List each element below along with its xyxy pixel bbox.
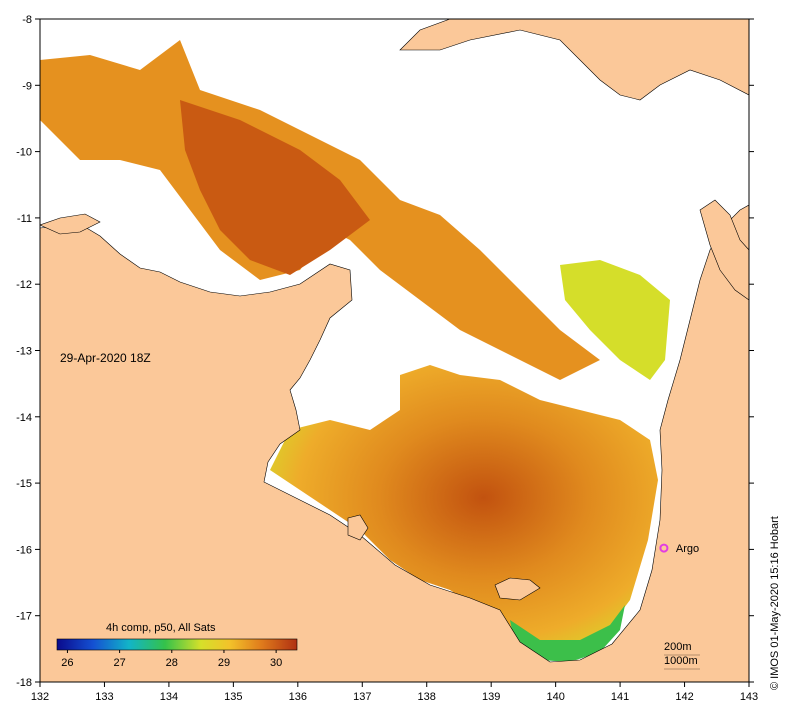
colorbar-ticks: 26 27 28 29 30 bbox=[61, 650, 282, 669]
x-tick-label: 143 bbox=[740, 691, 758, 703]
colorbar-tick-label: 30 bbox=[270, 657, 282, 669]
depth-1000-label: 1000m bbox=[664, 655, 698, 667]
x-tick-label: 135 bbox=[224, 691, 242, 703]
x-tick-label: 141 bbox=[611, 691, 629, 703]
argo-icon[interactable] bbox=[659, 543, 669, 553]
colorbar-tick-label: 29 bbox=[218, 657, 230, 669]
colorbar-tick-label: 27 bbox=[113, 657, 125, 669]
colorbar-tick-label: 28 bbox=[166, 657, 178, 669]
colorbar-gradient bbox=[56, 638, 298, 651]
y-tick-label: -18 bbox=[16, 677, 32, 689]
date-label: 29-Apr-2020 18Z bbox=[60, 351, 151, 365]
plot-area bbox=[40, 19, 749, 682]
y-tick-label: -17 bbox=[16, 611, 32, 623]
y-tick-label: -10 bbox=[16, 147, 32, 159]
x-tick-label: 139 bbox=[482, 691, 500, 703]
x-tick-label: 136 bbox=[289, 691, 307, 703]
y-axis: -8 -9 -10 -11 -12 -13 -14 -15 -16 -17 -18 bbox=[16, 14, 754, 689]
colorbar-tick-label: 26 bbox=[61, 657, 73, 669]
depth-200-label: 200m bbox=[664, 641, 692, 653]
land-arnhem bbox=[40, 204, 749, 682]
y-tick-label: -8 bbox=[22, 14, 32, 26]
sst-east-arafura bbox=[560, 260, 670, 380]
land-melville-island bbox=[40, 213, 101, 235]
land-mornington-island bbox=[494, 577, 541, 601]
x-tick-label: 132 bbox=[31, 691, 49, 703]
x-tick-label: 137 bbox=[353, 691, 371, 703]
x-axis: 132 133 134 135 136 137 138 139 140 141 142 143 bbox=[31, 682, 758, 703]
sst-gulf bbox=[270, 365, 658, 660]
y-tick-label: -14 bbox=[16, 412, 32, 424]
credit-label: © IMOS 01-May-2020 15:16 Hobart bbox=[769, 516, 781, 690]
x-tick-label: 134 bbox=[160, 691, 178, 703]
sst-gulf-green-fringe bbox=[510, 605, 625, 662]
argo-marker[interactable]: Argo bbox=[659, 543, 699, 555]
x-tick-label: 140 bbox=[546, 691, 564, 703]
y-tick-label: -11 bbox=[17, 213, 32, 225]
land-cape-york bbox=[699, 199, 749, 301]
x-tick-label: 142 bbox=[675, 691, 693, 703]
sst-arafura-hot bbox=[180, 100, 370, 275]
land-groote-eylandt bbox=[347, 514, 369, 541]
y-tick-label: -9 bbox=[22, 80, 32, 92]
colorbar-title: 4h comp, p50, All Sats bbox=[106, 622, 216, 634]
y-tick-label: -16 bbox=[16, 544, 32, 556]
x-tick-label: 133 bbox=[95, 691, 113, 703]
y-tick-label: -13 bbox=[16, 346, 32, 358]
colorbar: 4h comp, p50, All Sats 26 27 28 29 30 bbox=[56, 622, 298, 669]
land-new-guinea bbox=[399, 19, 749, 101]
x-tick-label: 138 bbox=[418, 691, 436, 703]
argo-label: Argo bbox=[676, 543, 699, 555]
y-tick-label: -12 bbox=[16, 279, 32, 291]
y-tick-label: -15 bbox=[16, 478, 32, 490]
